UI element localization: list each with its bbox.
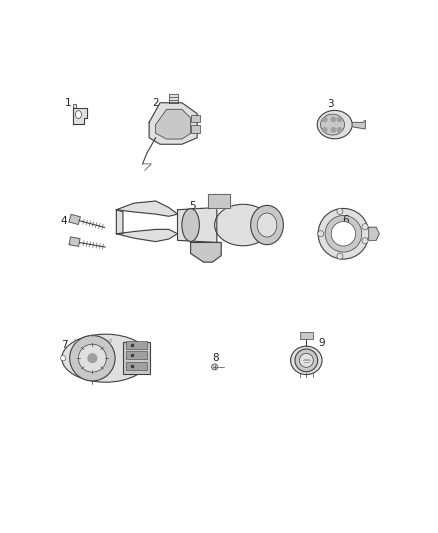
Polygon shape — [149, 103, 197, 144]
Circle shape — [337, 253, 343, 259]
Circle shape — [60, 356, 66, 361]
Circle shape — [337, 117, 342, 122]
Text: 5: 5 — [190, 201, 196, 211]
Text: 1: 1 — [65, 98, 72, 108]
Circle shape — [299, 353, 313, 367]
Circle shape — [331, 222, 356, 246]
Ellipse shape — [251, 205, 283, 245]
Polygon shape — [208, 195, 230, 207]
Bar — [191, 115, 200, 123]
Circle shape — [325, 215, 362, 252]
Circle shape — [362, 238, 368, 244]
Polygon shape — [117, 229, 177, 241]
Ellipse shape — [182, 208, 199, 241]
Circle shape — [362, 224, 368, 230]
Polygon shape — [117, 210, 123, 234]
Circle shape — [318, 231, 324, 237]
Circle shape — [295, 349, 318, 372]
Text: 9: 9 — [318, 338, 325, 348]
Bar — [126, 341, 148, 349]
Polygon shape — [73, 103, 76, 108]
Circle shape — [322, 128, 327, 132]
Text: 7: 7 — [61, 340, 67, 350]
Polygon shape — [117, 201, 177, 216]
Polygon shape — [369, 227, 379, 240]
Polygon shape — [69, 237, 80, 246]
Circle shape — [331, 128, 336, 132]
Bar — [123, 342, 150, 374]
Circle shape — [337, 128, 342, 132]
Bar — [191, 125, 200, 133]
Text: 8: 8 — [212, 353, 219, 363]
Circle shape — [88, 354, 97, 362]
Text: 3: 3 — [327, 99, 334, 109]
Polygon shape — [69, 214, 80, 224]
Circle shape — [331, 117, 336, 122]
Ellipse shape — [62, 334, 149, 382]
Text: 4: 4 — [61, 216, 67, 225]
Polygon shape — [73, 108, 87, 124]
Circle shape — [212, 364, 218, 370]
Polygon shape — [177, 207, 217, 243]
Bar — [126, 362, 148, 369]
Ellipse shape — [290, 346, 322, 375]
Circle shape — [337, 208, 343, 214]
Polygon shape — [169, 94, 177, 103]
Ellipse shape — [317, 110, 352, 139]
Circle shape — [322, 117, 327, 122]
Ellipse shape — [257, 213, 277, 237]
Bar — [300, 333, 313, 338]
Text: 2: 2 — [152, 98, 159, 108]
Circle shape — [318, 208, 369, 259]
Bar — [126, 351, 148, 359]
Ellipse shape — [215, 204, 272, 246]
Ellipse shape — [321, 114, 345, 135]
Circle shape — [70, 335, 115, 381]
Polygon shape — [191, 243, 221, 262]
Polygon shape — [155, 109, 191, 139]
Ellipse shape — [75, 111, 81, 118]
Circle shape — [78, 344, 106, 372]
Polygon shape — [352, 120, 365, 129]
Text: 6: 6 — [343, 215, 349, 225]
